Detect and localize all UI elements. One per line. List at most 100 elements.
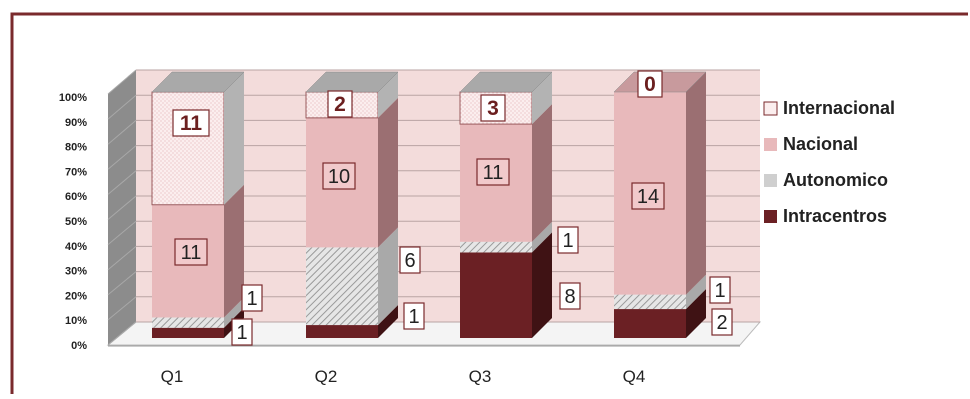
bar-side-nacional-Q4: [686, 72, 706, 295]
side-gridline: [107, 145, 137, 170]
bar-segment-autonomico-Q1: [152, 297, 244, 328]
data-label-internacional-Q1: 11: [172, 109, 210, 137]
data-label-text: 10: [328, 166, 350, 188]
bar-side-intracentros-Q4: [686, 289, 706, 338]
legend-swatch: [764, 210, 777, 223]
bar-top-Q1: [151, 71, 245, 93]
bar-segment-intracentros-Q2: [306, 305, 398, 338]
bar-segment-autonomico-Q2: [306, 227, 398, 326]
bar-side-nacional-Q2: [378, 97, 398, 248]
bar-side-internacional-Q1: [224, 72, 244, 205]
bar-side-internacional-Q3: [532, 72, 552, 125]
y-tick-label: 70%: [65, 166, 87, 178]
bar-side-autonomico-Q1: [224, 297, 244, 328]
data-label-box: [709, 276, 731, 304]
data-label-nacional-Q1: 11: [174, 238, 208, 266]
data-label-intracentros-Q2: 1: [403, 302, 425, 330]
legend-item-internacional: Internacional: [763, 98, 895, 118]
y-tick-label: 90%: [65, 117, 87, 129]
bar-front-intracentros-Q4: [614, 309, 686, 338]
side-gridline: [107, 246, 137, 271]
side-gridline: [107, 321, 137, 346]
data-label-nacional-Q2: 10: [322, 162, 356, 190]
bar-segment-internacional-Q1: [151, 72, 244, 206]
data-label-nacional-Q4: 14: [631, 182, 665, 210]
data-label-text: 2: [334, 93, 346, 116]
bar-front-autonomico-Q3: [460, 241, 532, 253]
side-gridline: [107, 69, 137, 95]
y-tick-label: 80%: [65, 142, 87, 154]
data-label-text: 11: [180, 112, 203, 135]
legend-swatch: [764, 174, 777, 187]
data-label-box: [403, 302, 425, 330]
data-label-text: 1: [246, 288, 257, 310]
y-tick-label: 60%: [65, 191, 87, 203]
bar-front-intracentros-Q1: [152, 327, 224, 338]
bar-segment-nacional-Q1: [152, 184, 244, 318]
data-label-intracentros-Q1: 1: [231, 318, 253, 346]
data-label-text: 6: [404, 250, 415, 272]
x-tick-label: Q4: [623, 367, 646, 386]
bar-segment-intracentros-Q3: [460, 232, 552, 338]
data-label-box: [637, 70, 663, 98]
data-label-text: 11: [181, 242, 202, 264]
data-label-text: 1: [236, 322, 247, 344]
data-label-box: [174, 238, 208, 266]
y-tick-label: 100%: [59, 92, 87, 104]
data-label-text: 0: [644, 73, 656, 96]
data-label-box: [327, 90, 353, 118]
side-gridline: [107, 220, 137, 245]
data-label-internacional-Q2: 2: [327, 90, 353, 118]
chart-border: [10, 12, 968, 395]
bar-side-nacional-Q3: [532, 104, 552, 242]
bar-front-intracentros-Q3: [460, 252, 532, 338]
legend-label: Nacional: [783, 134, 858, 154]
data-label-autonomico-Q1: 1: [241, 284, 263, 312]
legend-label: Autonomico: [783, 170, 888, 190]
bar-side-intracentros-Q3: [532, 232, 552, 338]
side-gridline: [107, 170, 137, 195]
data-label-text: 14: [637, 186, 659, 208]
data-label-text: 8: [564, 286, 575, 308]
bar-side-internacional-Q2: [378, 72, 398, 118]
side-gridline: [107, 271, 137, 296]
legend-swatch: [763, 101, 778, 116]
legend-item-nacional: Nacional: [764, 134, 858, 154]
x-tick-label: Q1: [161, 367, 184, 386]
data-label-text: 1: [714, 280, 725, 302]
data-label-box: [631, 182, 665, 210]
legend-item-intracentros: Intracentros: [764, 206, 887, 226]
data-label-box: [480, 94, 506, 122]
bar-side-autonomico-Q2: [378, 227, 398, 326]
legend-label: Internacional: [783, 98, 895, 118]
data-label-internacional-Q4: 0: [637, 70, 663, 98]
y-tick-label: 10%: [65, 315, 87, 327]
legend-swatch: [764, 138, 777, 151]
bar-front-intracentros-Q2: [306, 325, 378, 338]
legend: Internacional Nacional Autonomico Intracent…: [763, 98, 895, 226]
bar-top-Q3: [459, 71, 553, 93]
y-axis: 0% 10% 20% 30% 40% 50% 60% 70% 80% 90% 100%: [59, 92, 87, 352]
data-label-text: 3: [487, 97, 499, 120]
data-label-intracentros-Q3: 8: [559, 282, 581, 310]
bars: [151, 71, 707, 338]
bar-segment-intracentros-Q4: [614, 289, 706, 338]
y-tick-label: 0%: [71, 340, 87, 352]
x-tick-label: Q3: [469, 367, 492, 386]
side-gridline: [107, 296, 137, 321]
data-label-text: 11: [483, 162, 504, 184]
data-label-box: [241, 284, 263, 312]
data-label-internacional-Q3: 3: [480, 94, 506, 122]
data-label-text: 1: [562, 230, 573, 252]
y-tick-label: 30%: [65, 266, 87, 278]
data-label-box: [172, 109, 210, 137]
data-label-box: [231, 318, 253, 346]
data-label-box: [399, 246, 421, 274]
data-label-intracentros-Q4: 2: [711, 308, 733, 336]
bar-top-Q2: [305, 71, 399, 93]
bar-front-autonomico-Q1: [152, 317, 224, 328]
y-tick-label: 20%: [65, 290, 87, 302]
data-label-text: 1: [408, 306, 419, 328]
